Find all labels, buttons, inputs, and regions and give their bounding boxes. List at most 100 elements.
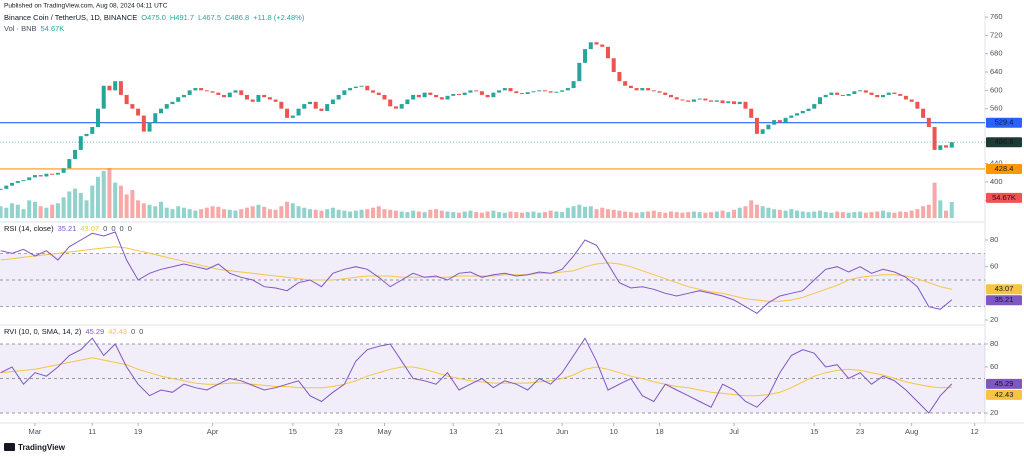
volume-bar [279,206,284,218]
ohlc-value: L467.5 [198,13,221,22]
volume-bar [537,212,542,218]
candle-body [686,100,691,102]
candle-body [262,94,267,98]
volume-bar [262,206,267,218]
y-tick-label: 640 [990,67,1003,76]
candle-body [244,94,249,100]
volume-bar [628,212,633,218]
volume-bar [336,209,341,218]
candle-body [193,88,198,91]
candle-body [903,95,908,100]
candle-body [445,95,450,100]
volume-bar [497,212,502,218]
candle-body [250,99,255,102]
candle-body [399,104,404,109]
candle-body [222,94,227,98]
volume-bar [388,209,393,218]
indicator-value: 42.43 [108,327,127,336]
volume-bar [634,212,639,218]
candle-body [107,85,112,91]
volume-bar [90,185,95,218]
candle-body [416,94,421,98]
candle-body [508,88,513,92]
candle-body [239,90,244,95]
volume-bar [325,209,330,218]
candle-body [944,145,949,148]
candle-body [754,117,759,134]
candle-body [147,122,152,132]
candle-body [680,99,685,101]
candle-body [703,98,708,101]
y-tick-label: 20 [990,408,998,417]
candle-body [520,93,525,95]
volume-bar [474,212,479,218]
volume-bar [617,210,622,218]
volume-bar [164,207,169,218]
candle-body [38,175,43,177]
candle-body [393,106,398,109]
volume-bar [909,210,914,218]
y-tick-label: 560 [990,104,1003,113]
x-tick-label: Apr [207,427,219,436]
volume-bar [823,212,828,218]
candle-body [479,91,484,95]
indicator-extra: 0 [111,224,115,233]
candle-body [342,90,347,95]
volume-bar [817,210,822,218]
volume-bar [594,209,599,218]
volume-bar [623,211,628,218]
volume-bar [285,201,290,218]
volume-bar [222,209,227,218]
volume-bar [330,207,335,218]
volume-bar [754,204,759,218]
axis-badge-label: 45.29 [995,379,1014,388]
logo: TradingView [4,443,66,452]
volume-bar [560,212,565,218]
candle-body [95,108,100,127]
candle-body [691,99,696,102]
volume-bar [772,209,777,218]
x-tick-label: Jun [556,427,568,436]
volume-bar [147,204,152,218]
volume-bar [583,206,588,218]
volume-bar [858,211,863,218]
volume-bar [903,212,908,218]
candle-body [319,108,324,111]
published-note: Published on TradingView.com, Aug 08, 20… [4,3,168,10]
x-tick-label: 13 [449,427,457,436]
volume-bar [84,200,89,218]
volume-bar [411,210,416,218]
candle-body [640,88,645,91]
volume-bar [697,212,702,218]
candle-body [886,92,891,95]
volume-bar [732,209,737,218]
candle-body [583,49,588,63]
candle-body [588,42,593,50]
candle-body [474,90,479,92]
candle-body [732,101,737,105]
candle-body [285,108,290,118]
candle-body [852,91,857,95]
volume-bar [588,206,593,218]
volume-bar [571,206,576,218]
volume-bar [239,209,244,218]
candle-body [210,91,215,93]
candle-body [21,180,26,182]
volume-bar [749,200,754,218]
axis-badge [986,163,1022,174]
candle-body [84,133,89,137]
volume-bar [932,182,937,218]
volume-bar [508,211,513,218]
candle-body [812,104,817,109]
candle-body [468,90,473,93]
candle-body [359,85,364,87]
volume-header: Vol · BNB 54.67K [4,24,64,33]
volume-bar [399,211,404,218]
volume-bar [663,212,668,218]
ohlc-value: H491.7 [170,13,194,22]
volume-bar [393,210,398,218]
candle-body [78,136,83,150]
candle-body [542,90,547,92]
volume-bar [743,206,748,218]
y-tick-label: 680 [990,49,1003,58]
